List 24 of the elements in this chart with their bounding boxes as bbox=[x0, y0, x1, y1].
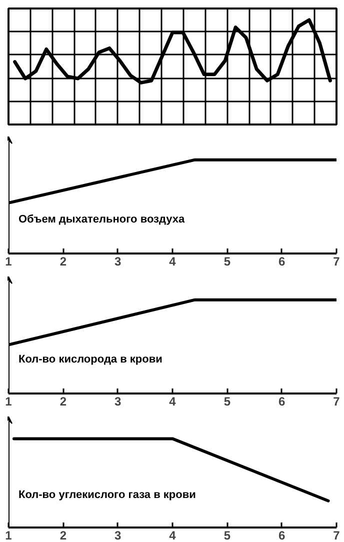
x-tick-label: 1 bbox=[5, 528, 12, 542]
annotation: Кол-во углекислого газа в крови bbox=[18, 488, 196, 501]
x-tick-label: 7 bbox=[333, 528, 340, 542]
x-tick-label: 5 bbox=[224, 254, 231, 268]
x-tick-label: 6 bbox=[278, 254, 286, 268]
x-tick-label: 4 bbox=[169, 254, 176, 268]
x-tick-label: 3 bbox=[114, 394, 122, 408]
x-tick-label: 3 bbox=[114, 528, 122, 542]
x-tick-label: 4 bbox=[169, 528, 176, 542]
x-tick-label: 5 bbox=[224, 394, 231, 408]
x-tick-label: 7 bbox=[333, 254, 340, 268]
x-tick-label: 2 bbox=[60, 254, 67, 268]
x-tick-label: 5 bbox=[224, 528, 231, 542]
x-tick-label: 1 bbox=[5, 394, 12, 408]
x-tick-label: 6 bbox=[278, 528, 286, 542]
annotation: Кол-во кислорода в крови bbox=[18, 353, 162, 366]
annotation: Объем дыхательного воздуха bbox=[18, 213, 186, 226]
x-tick-label: 6 bbox=[278, 394, 286, 408]
x-tick-label: 2 bbox=[60, 394, 67, 408]
x-tick-label: 1 bbox=[5, 254, 12, 268]
x-tick-label: 4 bbox=[169, 394, 176, 408]
x-tick-label: 7 bbox=[333, 394, 340, 408]
x-tick-label: 3 bbox=[114, 254, 122, 268]
x-tick-label: 2 bbox=[60, 528, 67, 542]
